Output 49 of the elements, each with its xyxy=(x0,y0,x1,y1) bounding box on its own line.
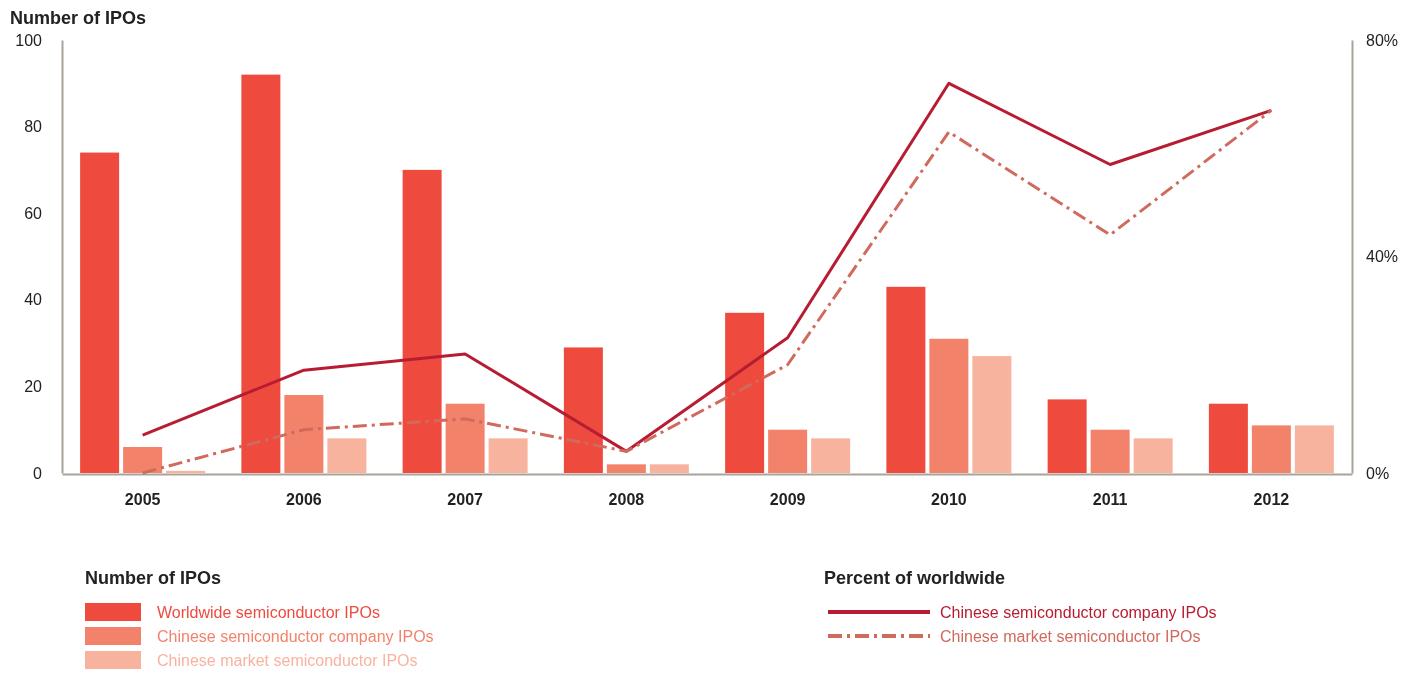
legend-title: Number of IPOs xyxy=(85,568,222,588)
y2-tick-label: 80% xyxy=(1366,31,1399,49)
x-tick-label: 2008 xyxy=(608,491,645,509)
bar xyxy=(886,286,926,473)
x-tick-label: 2005 xyxy=(124,491,161,509)
bar xyxy=(1208,403,1248,473)
bar xyxy=(1047,399,1087,473)
x-tick-label: 2009 xyxy=(769,491,806,509)
bar xyxy=(972,356,1012,473)
bar xyxy=(445,403,485,473)
y2-tick-label: 40% xyxy=(1366,248,1399,266)
bar xyxy=(327,438,367,473)
bar xyxy=(1294,425,1334,473)
bar xyxy=(563,347,603,473)
legend-label: Chinese market semiconductor IPOs xyxy=(157,652,418,669)
bar xyxy=(606,464,646,473)
y-tick-label: 20 xyxy=(24,378,43,396)
x-tick-label: 2012 xyxy=(1253,491,1290,509)
y2-tick-label: 0% xyxy=(1366,464,1390,482)
bar xyxy=(241,74,281,473)
bar xyxy=(488,438,528,473)
text: Chinese market semiconductor IPOs xyxy=(940,628,1201,645)
legend-label: Worldwide semiconductor IPOs xyxy=(157,604,380,621)
y-tick-label: 40 xyxy=(24,291,43,309)
bar xyxy=(1133,438,1173,473)
bar xyxy=(80,152,120,473)
y-tick-label: 100 xyxy=(15,31,43,49)
bar xyxy=(402,169,442,473)
bar xyxy=(768,429,808,473)
bar xyxy=(1251,425,1291,473)
bar xyxy=(811,438,851,473)
bar xyxy=(284,395,324,473)
y-tick-label: 80 xyxy=(24,118,43,136)
bar xyxy=(1090,429,1130,473)
y-axis-title: Number of IPOs xyxy=(10,8,147,28)
bar xyxy=(725,312,765,473)
bar xyxy=(166,470,206,473)
x-tick-label: 2011 xyxy=(1092,491,1128,509)
bar xyxy=(929,338,969,473)
x-tick-label: 2010 xyxy=(931,491,967,509)
y-tick-label: 0 xyxy=(33,464,43,482)
bar xyxy=(123,447,163,473)
y-tick-label: 60 xyxy=(24,204,43,222)
x-tick-label: 2007 xyxy=(447,491,484,509)
bar xyxy=(649,464,689,473)
text: Percent of worldwide xyxy=(824,568,1006,588)
x-tick-label: 2006 xyxy=(286,491,322,509)
legend-label: Chinese semiconductor company IPOs xyxy=(157,628,434,645)
text: Chinese semiconductor company IPOs xyxy=(940,604,1217,621)
